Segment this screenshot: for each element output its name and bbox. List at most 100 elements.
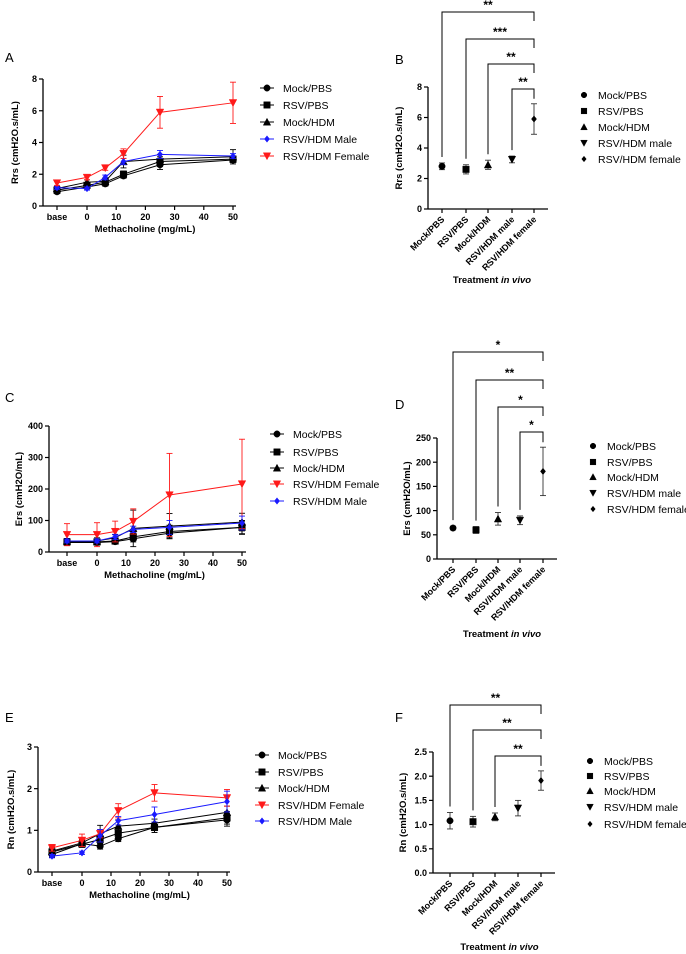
significance-bracket: *: [452, 338, 544, 521]
series-line: [56, 156, 234, 190]
series-line: [67, 526, 243, 544]
legend-label: RSV/HDM Female: [283, 151, 370, 163]
legend-item: RSV/HDM female: [581, 154, 681, 166]
legend-marker: [590, 505, 596, 513]
y-axis-title: Rn (cmH2O.s/mL): [398, 773, 409, 853]
x-tick-label: 0: [84, 212, 89, 222]
legend-marker: [580, 139, 588, 147]
legend-marker: [586, 772, 594, 780]
data-point: [540, 467, 546, 475]
data-point: [446, 817, 454, 825]
y-tick-label: 400: [28, 421, 43, 431]
series-rsv-pbs: [48, 811, 231, 856]
data-point: [165, 491, 174, 500]
x-tick-label: 30: [179, 558, 189, 568]
legend-item: Mock/PBS: [255, 750, 327, 762]
legend-label: RSV/HDM female: [607, 504, 686, 516]
legend-marker: [257, 783, 267, 792]
data-point: [151, 810, 158, 819]
x-axis-title: Treatment in vivo: [460, 942, 538, 953]
legend-label: RSV/HDM male: [607, 488, 681, 500]
significance-bracket: *: [497, 393, 544, 507]
data-point: [115, 817, 122, 825]
series-line: [67, 526, 243, 543]
x-tick-label: base: [47, 212, 68, 222]
legend-marker: [589, 442, 597, 450]
data-point-group: [472, 526, 480, 534]
data-point: [224, 797, 230, 806]
data-point: [112, 533, 119, 541]
data-point: [110, 527, 120, 536]
data-point-group: [446, 812, 454, 830]
data-point: [483, 160, 493, 169]
x-tick-label: 10: [111, 212, 121, 222]
panel-label: F: [395, 710, 403, 725]
y-tick-label: 100: [416, 506, 431, 516]
y-tick-label: 0: [27, 867, 32, 877]
data-point: [228, 99, 238, 108]
data-point: [102, 173, 109, 182]
legend-item: Mock/HDM: [270, 463, 345, 475]
legend-label: RSV/HDM Female: [293, 479, 380, 491]
significance-bracket: **: [511, 75, 535, 151]
y-tick-label: 0: [32, 201, 37, 211]
legend-item: RSV/HDM Female: [270, 479, 380, 491]
legend-marker: [272, 480, 282, 489]
legend-marker: [263, 101, 271, 109]
y-tick-label: 2.5: [414, 747, 427, 757]
legend-item: RSV/HDM Male: [260, 134, 357, 146]
y-tick-label: 8: [32, 74, 37, 84]
legend-marker: [589, 473, 597, 481]
series-line: [56, 158, 234, 191]
data-point-group: [507, 155, 517, 164]
y-axis-title: Ers (cmH2O/mL): [14, 452, 25, 526]
series-rsv-hdm-male: [49, 790, 230, 860]
legend-label: RSV/HDM Male: [278, 816, 352, 828]
data-point: [120, 157, 127, 166]
legend-marker: [258, 751, 266, 759]
panel-label: B: [395, 52, 404, 67]
x-axis-title: Methacholine (mg/mL): [104, 570, 205, 581]
legend-marker: [272, 463, 282, 472]
data-point: [114, 821, 123, 830]
legend-marker: [262, 117, 272, 126]
x-tick-label: 30: [170, 212, 180, 222]
data-point: [129, 517, 138, 526]
legend-marker: [587, 820, 593, 828]
y-tick-label: 2: [32, 169, 37, 179]
series-line: [51, 792, 228, 849]
series-rsv-hdm-female: [52, 81, 238, 188]
legend-marker: [586, 803, 594, 811]
x-tick-label: 50: [222, 878, 232, 888]
data-point: [77, 836, 87, 845]
significance-label: **: [513, 742, 523, 756]
legend-item: RSV/HDM female: [590, 504, 686, 516]
data-point-group: [469, 815, 477, 828]
y-tick-label: 2: [417, 174, 422, 184]
data-point: [507, 155, 517, 164]
data-point: [64, 537, 70, 545]
bracket-line: [441, 11, 535, 157]
y-axis-title: Rn (cmH2O.s/mL): [6, 770, 17, 850]
legend-item: Mock/HDM: [255, 783, 330, 795]
data-point: [157, 150, 163, 159]
x-axis-title: Treatment in vivo: [463, 629, 541, 640]
legend-label: RSV/PBS: [283, 100, 329, 112]
data-point-group: [493, 512, 503, 526]
x-tick-label: base: [57, 558, 78, 568]
y-axis-title: Rrs (cmH2O.s/mL): [10, 101, 21, 184]
y-tick-label: 0: [417, 204, 422, 214]
bracket-line: [511, 88, 535, 151]
significance-label: *: [496, 338, 501, 352]
series-line: [56, 159, 234, 193]
legend-item: RSV/PBS: [260, 100, 329, 112]
bracket-line: [497, 406, 544, 507]
chart-panel-f: F 0.0 0.5 1.0 1.5 2.0 2.5 Rn (cmH2O.s/mL) Mock/P…: [395, 691, 686, 953]
data-point: [462, 165, 470, 173]
legend-item: RSV/HDM Female: [255, 800, 365, 812]
significance-label: **: [483, 0, 493, 12]
legend-item: Mock/HDM: [260, 117, 335, 129]
legend-item: RSV/HDM female: [587, 819, 686, 831]
legend-marker: [580, 107, 588, 115]
data-point-group: [538, 770, 544, 791]
